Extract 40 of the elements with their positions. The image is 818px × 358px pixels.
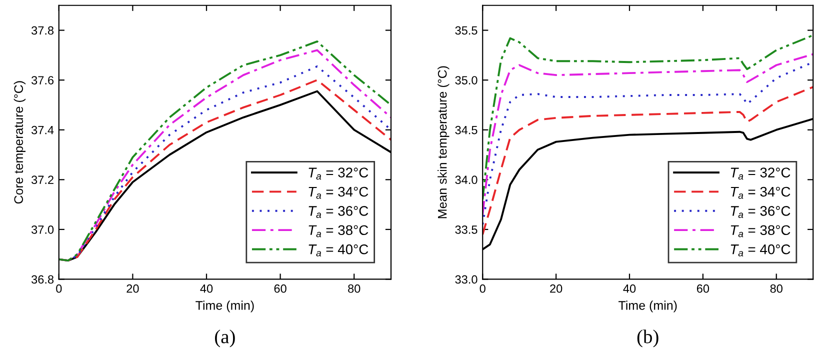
y-tick-label: 34.5 bbox=[455, 126, 478, 134]
legend-label: T$_{a}$ = 34°C bbox=[730, 186, 790, 199]
legend-label: T$_{a}$ = 34°C bbox=[308, 186, 368, 199]
text: (b) bbox=[637, 330, 658, 348]
legend-label: T$_{a}$ = 40°C bbox=[308, 244, 368, 256]
x-axis-title: Time (min) bbox=[196, 300, 254, 312]
legend-label: T$_{a}$ = 32°C bbox=[730, 168, 790, 180]
y-tick-label: 37.6 bbox=[32, 76, 54, 84]
x-tick-label: 80 bbox=[770, 284, 782, 293]
x-tick-label: 40 bbox=[200, 284, 213, 293]
legend-label: T$_{a}$ = 38°C bbox=[308, 225, 368, 238]
x-tick-label: 80 bbox=[348, 284, 360, 293]
x-tick-label: 0 bbox=[480, 284, 486, 293]
x-tick-label: 40 bbox=[623, 284, 636, 293]
text: (a) bbox=[215, 330, 235, 348]
y-axis-title: Mean skin temperature (°C) bbox=[438, 66, 450, 218]
legend-label: T$_{a}$ = 40°C bbox=[730, 244, 790, 256]
y-tick-label: 33.5 bbox=[455, 225, 478, 234]
legend-label: T$_{a}$ = 36°C bbox=[308, 206, 368, 218]
legend-label: T$_{a}$ = 36°C bbox=[730, 206, 790, 218]
x-tick-label: 0 bbox=[56, 284, 62, 293]
y-tick-label: 35.0 bbox=[455, 76, 478, 84]
x-tick-label: 60 bbox=[696, 284, 710, 293]
y-tick-label: 37.2 bbox=[32, 176, 54, 184]
line-series bbox=[482, 86, 814, 236]
y-tick-label: 37.4 bbox=[32, 126, 54, 134]
y-tick-label: 35.5 bbox=[455, 26, 478, 35]
y-tick-label: 37.8 bbox=[32, 26, 54, 35]
x-tick-label: 20 bbox=[550, 284, 562, 293]
x-tick-label: 60 bbox=[274, 284, 286, 293]
legend-label: T$_{a}$ = 32°C bbox=[308, 168, 368, 180]
x-tick-label: 20 bbox=[126, 284, 139, 293]
y-tick-label: 34.0 bbox=[455, 176, 478, 184]
y-tick-label: 33.0 bbox=[455, 275, 478, 284]
line-series bbox=[482, 34, 814, 201]
y-tick-label: 37.0 bbox=[32, 225, 54, 234]
y-tick-label: 36.8 bbox=[32, 275, 54, 284]
y-axis-title: Core temperature (°C) bbox=[14, 81, 26, 204]
legend-label: T$_{a}$ = 38°C bbox=[730, 225, 790, 238]
x-axis-title: Time (min) bbox=[618, 300, 677, 312]
